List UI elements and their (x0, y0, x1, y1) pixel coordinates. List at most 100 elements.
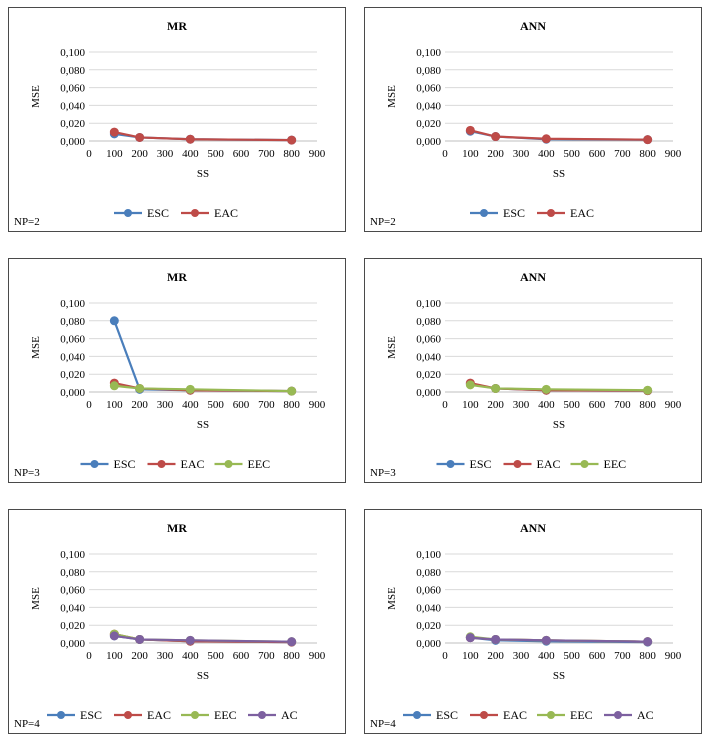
legend-entry: ESC (147, 206, 169, 220)
legend-swatch-marker (614, 711, 622, 719)
legend-entry: AC (281, 708, 298, 722)
chart-svg: ANN 0,000 0,020 0,040 0,060 0,080 0,100 0 100 200… (386, 270, 682, 471)
x-tick-label: 0 (86, 148, 92, 160)
x-tick-label: 300 (513, 650, 530, 662)
data-point-eac (185, 134, 195, 144)
series-line-ac (470, 636, 648, 643)
legend-entry: EEC (604, 457, 627, 471)
legend-swatch-marker (446, 460, 455, 468)
data-point-eec (109, 381, 119, 391)
x-tick-label: 600 (589, 650, 606, 662)
data-point-eec (185, 384, 195, 394)
x-tick-label: 200 (487, 650, 504, 662)
chart-title: MR (167, 19, 187, 33)
legend-swatch-marker (258, 711, 266, 719)
x-tick-label: 700 (614, 399, 631, 411)
x-tick-label: 400 (538, 650, 555, 662)
x-tick-label: 300 (513, 399, 530, 411)
y-tick-label: 0,100 (416, 298, 441, 310)
y-tick-label: 0,020 (416, 620, 441, 632)
x-tick-label: 600 (589, 148, 606, 160)
legend-swatch-marker (480, 209, 488, 217)
x-tick-label: 700 (614, 148, 631, 160)
y-tick-label: 0,060 (60, 585, 85, 597)
data-point-ac (135, 634, 145, 644)
y-tick-label: 0,020 (60, 118, 85, 130)
x-tick-label: 0 (86, 650, 92, 662)
chart-title: ANN (520, 19, 546, 33)
chart-svg: ANN 0,000 0,020 0,040 0,060 0,080 0,100 0 100 200… (386, 521, 682, 722)
series-line-eac (114, 131, 292, 142)
data-point-eac (465, 125, 475, 135)
np-label: NP=2 (14, 216, 40, 228)
legend-entry: EAC (214, 206, 238, 220)
y-tick-label: 0,060 (60, 83, 85, 95)
x-tick-label: 800 (639, 148, 656, 160)
y-tick-label: 0,060 (60, 334, 85, 346)
chart-svg: MR 0,000 0,020 0,040 0,060 0,080 0,100 0 100 200 3… (30, 19, 326, 220)
legend-swatch-marker (191, 711, 199, 719)
data-point-eac (541, 134, 551, 144)
x-tick-label: 400 (182, 148, 199, 160)
x-tick-label: 300 (157, 650, 174, 662)
data-point-eac (109, 127, 119, 137)
x-tick-label: 100 (462, 399, 479, 411)
y-tick-label: 0,080 (60, 316, 85, 328)
x-tick-label: 800 (639, 650, 656, 662)
x-tick-label: 500 (207, 148, 224, 160)
legend-entry: AC (637, 708, 654, 722)
legend-swatch-marker (413, 711, 421, 719)
np-label: NP=2 (370, 216, 396, 228)
legend-swatch-marker (90, 460, 99, 468)
y-tick-label: 0,100 (60, 298, 85, 310)
y-tick-label: 0,000 (60, 638, 85, 650)
x-tick-label: 200 (131, 399, 148, 411)
series-line-eec (470, 383, 648, 392)
x-axis-title: SS (197, 419, 209, 431)
x-tick-label: 600 (233, 399, 250, 411)
y-axis-title: MSE (30, 85, 42, 108)
data-point-ac (491, 634, 501, 644)
x-axis-title: SS (197, 168, 209, 180)
legend-entry: EEC (570, 708, 593, 722)
data-point-eac (643, 135, 653, 145)
y-tick-label: 0,060 (416, 334, 441, 346)
y-tick-label: 0,100 (60, 549, 85, 561)
legend-entry: ESC (80, 708, 102, 722)
x-tick-label: 100 (462, 148, 479, 160)
y-tick-label: 0,000 (416, 136, 441, 148)
x-tick-label: 400 (538, 148, 555, 160)
data-point-ac (109, 631, 119, 641)
y-tick-label: 0,080 (416, 65, 441, 77)
legend-entry: EAC (503, 708, 527, 722)
x-tick-label: 200 (487, 399, 504, 411)
x-tick-label: 900 (665, 399, 682, 411)
x-tick-label: 700 (258, 650, 275, 662)
y-tick-label: 0,040 (60, 602, 85, 614)
legend-swatch-marker (191, 209, 199, 217)
y-tick-label: 0,040 (416, 602, 441, 614)
x-tick-label: 400 (538, 399, 555, 411)
y-tick-label: 0,040 (60, 351, 85, 363)
y-tick-label: 0,080 (416, 316, 441, 328)
x-axis-title: SS (197, 670, 209, 682)
data-point-esc (109, 316, 119, 326)
y-tick-label: 0,000 (60, 387, 85, 399)
y-tick-label: 0,020 (60, 369, 85, 381)
y-tick-label: 0,100 (416, 549, 441, 561)
y-tick-label: 0,060 (416, 585, 441, 597)
x-tick-label: 400 (182, 399, 199, 411)
y-tick-label: 0,080 (416, 567, 441, 579)
x-tick-label: 300 (513, 148, 530, 160)
legend-entry: EAC (570, 206, 594, 220)
data-point-eac (135, 132, 145, 142)
chart-panel-np3-mr: MR 0,000 0,020 0,040 0,060 0,080 0,100 0 100 200 3… (8, 258, 346, 483)
x-tick-label: 400 (182, 650, 199, 662)
data-point-ac (185, 635, 195, 645)
data-point-eec (643, 385, 653, 395)
x-tick-label: 900 (309, 399, 326, 411)
series-line-eac (470, 129, 648, 141)
y-tick-label: 0,040 (416, 100, 441, 112)
x-tick-label: 0 (442, 399, 448, 411)
legend-entry: EEC (214, 708, 237, 722)
